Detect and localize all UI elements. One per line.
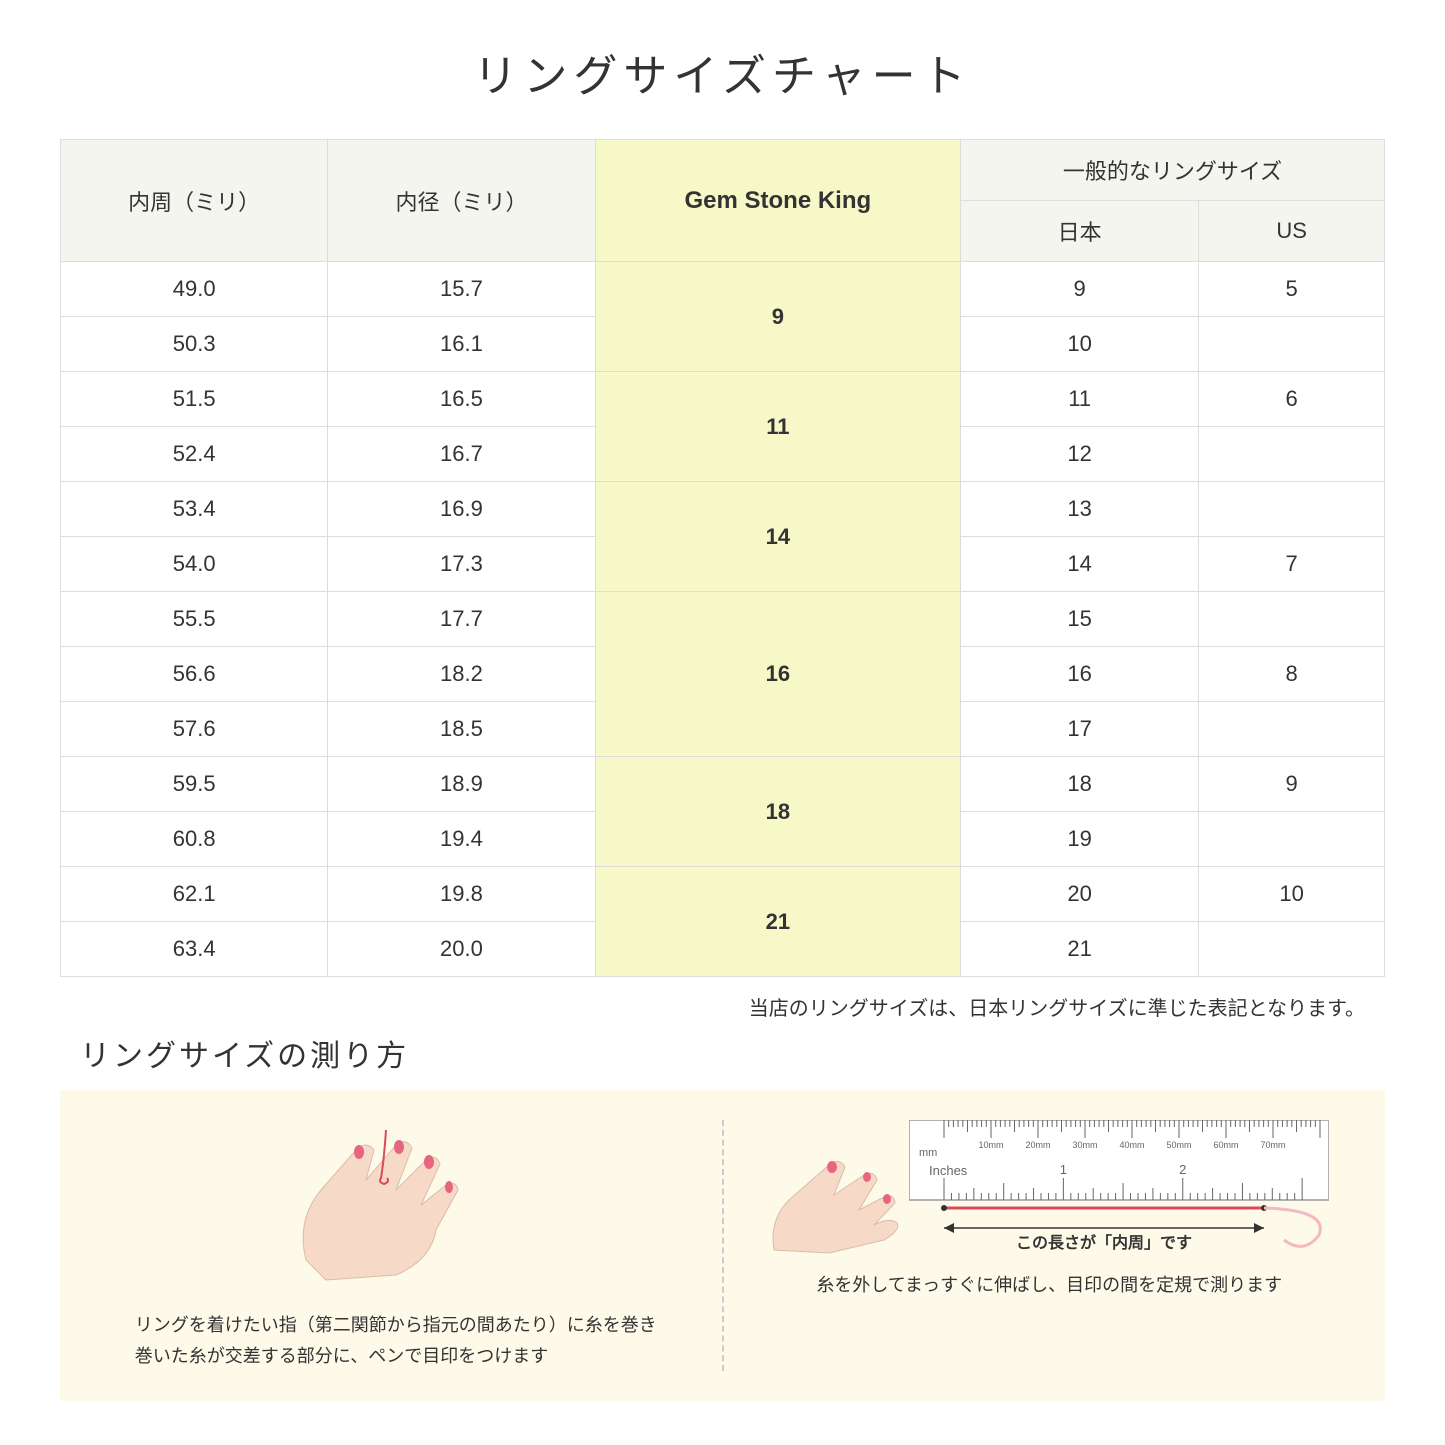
table-row: 53.416.91413 <box>61 482 1385 537</box>
cell-circ: 50.3 <box>61 317 328 372</box>
table-row: 51.516.511116 <box>61 372 1385 427</box>
cell-dia: 20.0 <box>328 922 595 977</box>
ring-size-table: 内周（ミリ） 内径（ミリ） Gem Stone King 一般的なリングサイズ … <box>60 139 1385 977</box>
header-gsk: Gem Stone King <box>595 140 960 262</box>
cell-gsk: 11 <box>595 372 960 482</box>
cell-us: 8 <box>1199 647 1385 702</box>
svg-text:20mm: 20mm <box>1026 1140 1051 1150</box>
svg-text:70mm: 70mm <box>1261 1140 1286 1150</box>
table-note: 当店のリングサイズは、日本リングサイズに準じた表記となります。 <box>60 992 1385 1021</box>
header-us: US <box>1199 201 1385 262</box>
cell-jp: 19 <box>961 812 1199 867</box>
cell-circ: 52.4 <box>61 427 328 482</box>
cell-dia: 16.1 <box>328 317 595 372</box>
cell-us: 9 <box>1199 757 1385 812</box>
cell-dia: 16.7 <box>328 427 595 482</box>
instruction-right: 糸を外してまっすぐに伸ばし、目印の間を定規で測ります <box>816 1270 1282 1301</box>
instruction-left: リングを着けたい指（第二関節から指元の間あたり）に糸を巻き巻いた糸が交差する部分… <box>135 1310 657 1371</box>
cell-circ: 54.0 <box>61 537 328 592</box>
cell-us <box>1199 317 1385 372</box>
cell-dia: 16.9 <box>328 482 595 537</box>
header-general: 一般的なリングサイズ <box>961 140 1385 201</box>
cell-jp: 13 <box>961 482 1199 537</box>
cell-us <box>1199 702 1385 757</box>
measure-title: リングサイズの測り方 <box>80 1031 1385 1075</box>
cell-jp: 12 <box>961 427 1199 482</box>
header-diameter: 内径（ミリ） <box>328 140 595 262</box>
measure-section: リングを着けたい指（第二関節から指元の間あたり）に糸を巻き巻いた糸が交差する部分… <box>60 1090 1385 1401</box>
svg-text:40mm: 40mm <box>1120 1140 1145 1150</box>
cell-circ: 53.4 <box>61 482 328 537</box>
cell-dia: 17.3 <box>328 537 595 592</box>
cell-us: 7 <box>1199 537 1385 592</box>
cell-gsk: 14 <box>595 482 960 592</box>
cell-circ: 55.5 <box>61 592 328 647</box>
cell-circ: 60.8 <box>61 812 328 867</box>
svg-text:50mm: 50mm <box>1167 1140 1192 1150</box>
svg-text:30mm: 30mm <box>1073 1140 1098 1150</box>
svg-text:60mm: 60mm <box>1214 1140 1239 1150</box>
cell-dia: 19.4 <box>328 812 595 867</box>
ruler-mm-label: mm <box>919 1147 937 1159</box>
header-japan: 日本 <box>961 201 1199 262</box>
cell-us <box>1199 812 1385 867</box>
cell-dia: 18.5 <box>328 702 595 757</box>
table-row: 59.518.918189 <box>61 757 1385 812</box>
cell-dia: 17.7 <box>328 592 595 647</box>
cell-circ: 63.4 <box>61 922 328 977</box>
cell-dia: 16.5 <box>328 372 595 427</box>
header-circumference: 内周（ミリ） <box>61 140 328 262</box>
cell-dia: 18.2 <box>328 647 595 702</box>
table-row: 62.119.8212010 <box>61 867 1385 922</box>
cell-gsk: 18 <box>595 757 960 867</box>
svg-text:10mm: 10mm <box>979 1140 1004 1150</box>
svg-text:1: 1 <box>1060 1162 1067 1177</box>
cell-gsk: 21 <box>595 867 960 977</box>
hand-illustration-wrap <box>266 1120 526 1290</box>
cell-dia: 19.8 <box>328 867 595 922</box>
cell-circ: 49.0 <box>61 262 328 317</box>
cell-jp: 9 <box>961 262 1199 317</box>
cell-us <box>1199 922 1385 977</box>
table-row: 55.517.71615 <box>61 592 1385 647</box>
hand-illustration-hold <box>769 1125 909 1255</box>
page-title: リングサイズチャート <box>60 40 1385 104</box>
measure-left: リングを着けたい指（第二関節から指元の間あたり）に糸を巻き巻いた糸が交差する部分… <box>100 1120 692 1371</box>
cell-dia: 15.7 <box>328 262 595 317</box>
cell-jp: 18 <box>961 757 1199 812</box>
cell-jp: 10 <box>961 317 1199 372</box>
cell-jp: 15 <box>961 592 1199 647</box>
divider <box>722 1120 724 1371</box>
table-row: 49.015.7995 <box>61 262 1385 317</box>
cell-jp: 21 <box>961 922 1199 977</box>
cell-us <box>1199 427 1385 482</box>
svg-text:2: 2 <box>1179 1162 1186 1177</box>
cell-circ: 51.5 <box>61 372 328 427</box>
cell-gsk: 9 <box>595 262 960 372</box>
cell-us: 10 <box>1199 867 1385 922</box>
ruler-wrap: 10mm 20mm 30mm 40mm 50mm 60mm 70mm mm Inches 1… <box>769 1120 1329 1255</box>
arrow-label: この長さが「内周」です <box>1016 1233 1192 1250</box>
cell-circ: 59.5 <box>61 757 328 812</box>
cell-jp: 16 <box>961 647 1199 702</box>
cell-gsk: 16 <box>595 592 960 757</box>
measure-right: 10mm 20mm 30mm 40mm 50mm 60mm 70mm mm Inches 1… <box>754 1120 1346 1371</box>
cell-us <box>1199 482 1385 537</box>
cell-circ: 56.6 <box>61 647 328 702</box>
cell-circ: 62.1 <box>61 867 328 922</box>
cell-jp: 11 <box>961 372 1199 427</box>
cell-us <box>1199 592 1385 647</box>
cell-jp: 14 <box>961 537 1199 592</box>
ruler-inches-label: Inches <box>929 1163 968 1178</box>
cell-dia: 18.9 <box>328 757 595 812</box>
cell-us: 6 <box>1199 372 1385 427</box>
cell-us: 5 <box>1199 262 1385 317</box>
ruler: 10mm 20mm 30mm 40mm 50mm 60mm 70mm mm Inches 1… <box>909 1120 1329 1255</box>
cell-jp: 17 <box>961 702 1199 757</box>
cell-jp: 20 <box>961 867 1199 922</box>
cell-circ: 57.6 <box>61 702 328 757</box>
